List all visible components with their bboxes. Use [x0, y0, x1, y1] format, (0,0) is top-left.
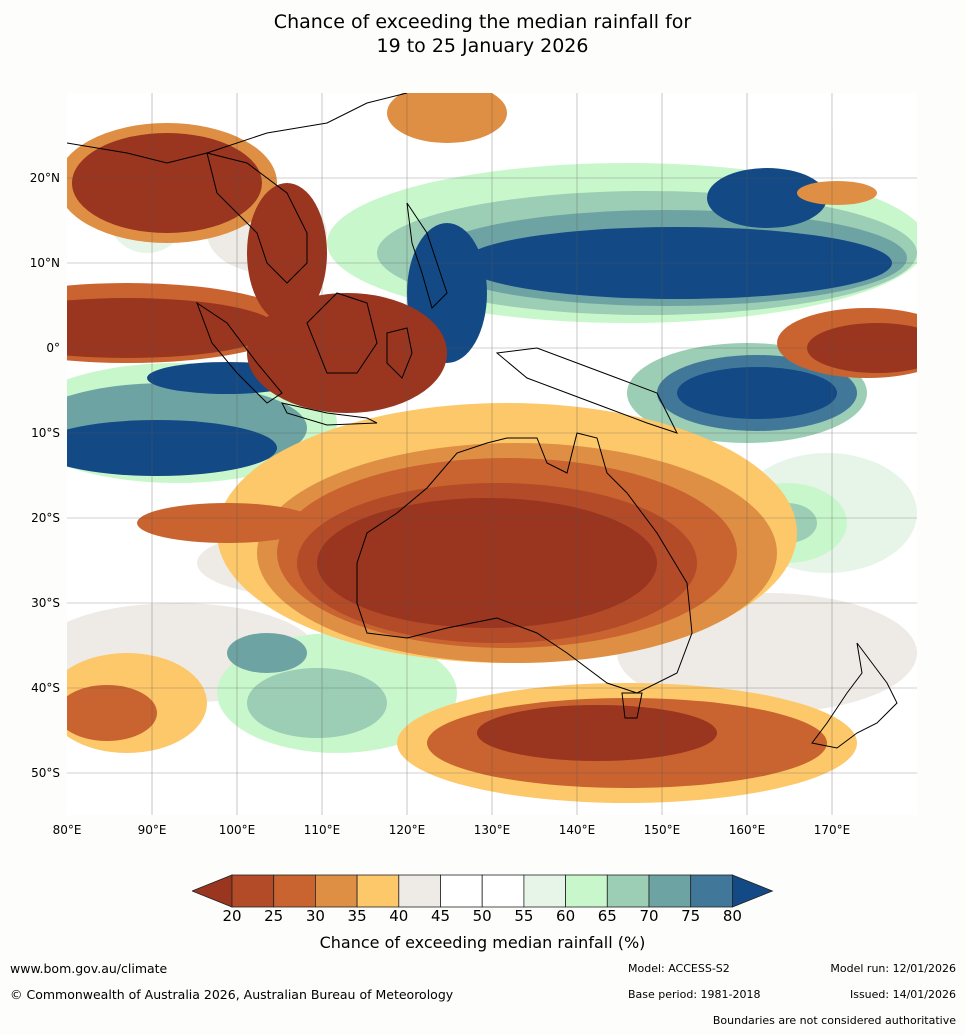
map-gridlines	[67, 93, 917, 815]
colorbar-segment	[523, 874, 566, 908]
new-zealand-coast	[811, 642, 898, 749]
lon-label: 100°E	[218, 823, 256, 837]
lon-label: 150°E	[643, 823, 681, 837]
colorbar-segment	[231, 874, 275, 908]
colorbar-segment	[356, 874, 400, 908]
colorbar-tick-label: 40	[389, 907, 409, 925]
colorbar-segment	[440, 874, 483, 908]
colorbar-segment	[481, 874, 525, 908]
colorbar	[192, 874, 774, 908]
dry-region-australia	[67, 403, 857, 803]
lon-label: 160°E	[728, 823, 766, 837]
lat-label: 20°N	[29, 171, 60, 185]
colorbar-segment	[606, 874, 650, 908]
tasmania-coast	[621, 692, 643, 719]
model-text: Model: ACCESS-S2	[628, 962, 730, 975]
borneo-coast	[306, 292, 378, 374]
lon-label: 80°E	[52, 823, 82, 837]
lat-label: 40°S	[31, 681, 60, 695]
colorbar-tick-label: 35	[347, 907, 367, 925]
copyright-text: © Commonwealth of Australia 2026, Austra…	[10, 987, 454, 1002]
java-coast	[281, 402, 378, 426]
colorbar-segment	[648, 874, 692, 908]
colorbar-tick-label: 75	[681, 907, 701, 925]
base-period-text: Base period: 1981-2018	[628, 988, 761, 1001]
lat-label: 30°S	[31, 596, 60, 610]
australia-coast	[356, 432, 693, 694]
colorbar-tick-label: 80	[722, 907, 742, 925]
lon-label: 110°E	[303, 823, 341, 837]
colorbar-tick-label: 25	[264, 907, 284, 925]
colorbar-tick-label: 70	[639, 907, 659, 925]
title-line-1: Chance of exceeding the median rainfall …	[273, 11, 692, 33]
lon-label: 90°E	[137, 823, 167, 837]
colorbar-tick-label: 30	[305, 907, 325, 925]
dry-region-asia	[67, 93, 917, 413]
colorbar-arrow-low	[192, 874, 233, 908]
lat-label: 10°S	[31, 426, 60, 440]
colorbar-tick-label: 50	[472, 907, 492, 925]
lon-label: 120°E	[388, 823, 426, 837]
lat-label: 0°	[46, 341, 60, 355]
lon-label: 130°E	[473, 823, 511, 837]
lat-label: 20°S	[31, 511, 60, 525]
lon-label: 140°E	[558, 823, 596, 837]
map-title: Chance of exceeding the median rainfall …	[0, 10, 965, 58]
colorbar-tick-label: 20	[222, 907, 242, 925]
colorbar-segment	[315, 874, 358, 908]
website-text: www.bom.gov.au/climate	[10, 961, 168, 976]
colorbar-arrow-high	[732, 874, 774, 908]
lon-label: 170°E	[813, 823, 851, 837]
colorbar-tick-label: 65	[597, 907, 617, 925]
new-guinea-coast	[495, 347, 678, 434]
philippines-coast	[406, 202, 448, 309]
colorbar-tick-label: 60	[556, 907, 576, 925]
model-run-text: Model run: 12/01/2026	[830, 962, 956, 975]
colorbar-tick-label: 55	[514, 907, 534, 925]
lat-label: 10°N	[29, 256, 60, 270]
coastlines	[67, 93, 898, 749]
colorbar-title: Chance of exceeding median rainfall (%)	[319, 933, 646, 952]
rainfall-map	[67, 93, 917, 815]
colorbar-segment	[565, 874, 608, 908]
colorbar-tick-label: 45	[430, 907, 451, 925]
wet-band-southern-ocean	[217, 633, 457, 753]
indochina-coast	[206, 152, 308, 284]
issued-text: Issued: 14/01/2026	[849, 988, 956, 1001]
title-line-2: 19 to 25 January 2026	[376, 35, 589, 57]
colorbar-segment	[690, 874, 733, 908]
sumatra-coast	[195, 301, 283, 404]
disclaimer-text: Boundaries are not considered authoritat…	[712, 1014, 956, 1027]
colorbar-segment	[273, 874, 316, 908]
asia-mainland-coast	[67, 93, 408, 164]
sulawesi-coast	[386, 327, 413, 379]
colorbar-segment	[398, 874, 441, 908]
lat-label: 50°S	[31, 766, 60, 780]
